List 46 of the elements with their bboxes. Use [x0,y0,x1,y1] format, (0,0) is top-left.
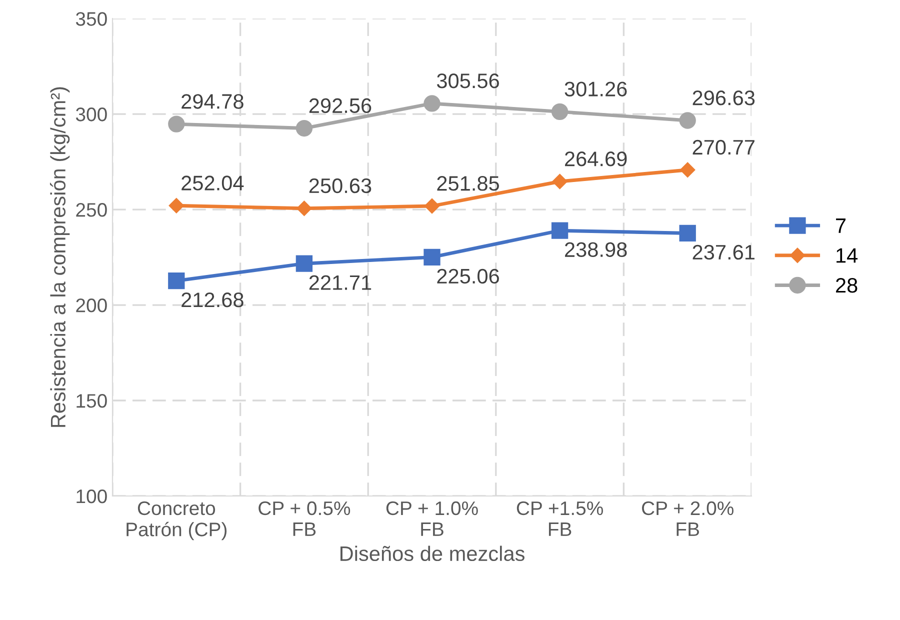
data-label: 225.06 [437,268,499,284]
point [168,272,185,290]
legend-label: 14 [836,248,858,263]
x-tick-label: CP + 1.0% FB [386,501,478,536]
data-label: 264.69 [565,152,627,166]
point [679,224,696,242]
data-label: 305.56 [436,73,499,88]
point [552,174,568,190]
data-label: 250.63 [309,178,372,194]
point [424,95,440,112]
data-label: 221.71 [309,275,372,290]
x-tick-label: CP +1.5% FB [516,501,603,536]
data-label: 294.78 [182,94,244,109]
point [424,248,440,266]
point [424,198,440,214]
y-axis-title: Resistencia a la compresión (kg/cm²) [50,87,70,427]
x-tick-label: CP + 2.0% FB [642,501,734,536]
x-axis-title: Diseños de mezclas [340,546,524,562]
point [296,120,313,137]
data-label: 301.26 [564,82,627,96]
legend-label: 28 [836,278,858,293]
data-label: 270.77 [692,140,754,155]
data-label: 238.98 [565,242,627,258]
y-tick-label: 250 [76,203,107,217]
x-tick-label: CP + 0.5% FB [258,501,350,536]
y-tick-label: 350 [76,12,107,26]
point [679,112,696,129]
legend-label: 7 [836,218,846,233]
y-tick-label: 200 [76,298,107,312]
point [168,116,185,132]
data-label: 292.56 [309,98,372,114]
point [296,255,313,272]
y-tick-label: 150 [76,394,107,408]
point [551,103,568,120]
x-tick-label: Concreto Patrón (CP) [126,501,227,540]
y-tick-label: 300 [76,108,107,122]
data-label: 237.61 [692,244,754,260]
point [680,162,696,178]
data-label: 251.85 [437,176,500,191]
point [296,200,312,216]
y-tick-label: 100 [76,489,107,504]
data-label: 296.63 [692,90,755,106]
point [551,222,568,239]
point [168,198,184,214]
data-label: 212.68 [182,292,244,308]
data-label: 252.04 [182,176,244,190]
